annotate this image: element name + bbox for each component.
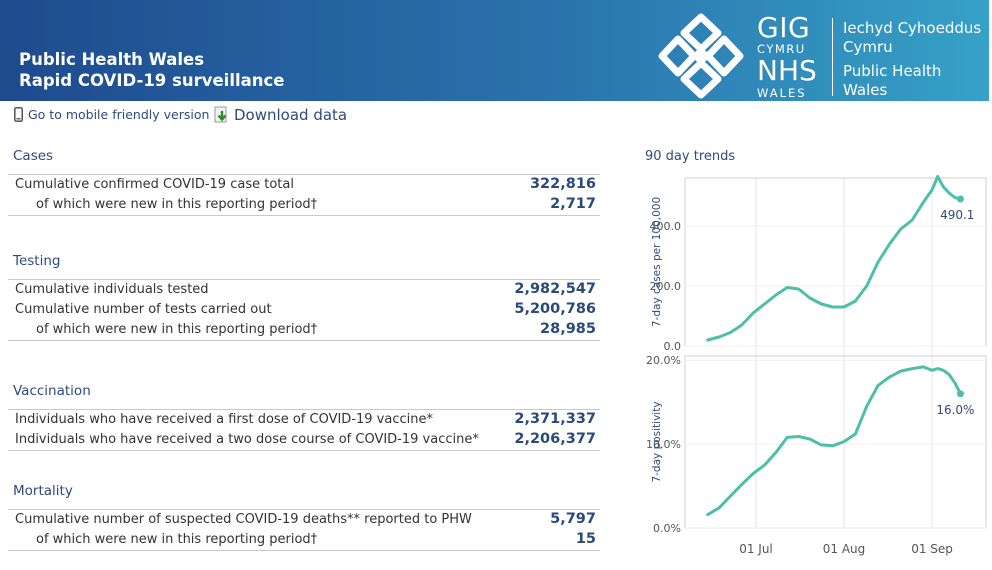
org-name-line-4: Wales [843, 81, 888, 99]
table-row: of which were new in this reporting peri… [8, 530, 600, 550]
page-title: Public Health Wales Rapid COVID-19 surve… [19, 49, 285, 91]
plot-frame [684, 177, 987, 347]
org-name-line-1: Iechyd Cyhoeddus [843, 19, 982, 37]
row-value: 2,982,547 [514, 281, 596, 297]
table-row: of which were new in this reporting peri… [8, 195, 600, 215]
y-tick-label: 200.0 [650, 280, 682, 293]
plot-frame [684, 355, 987, 529]
download-icon [214, 106, 227, 123]
x-tick-label: 01 Jul [739, 542, 773, 556]
table-row: Cumulative number of tests carried out 5… [8, 300, 600, 320]
row-label: Individuals who have received a first do… [15, 412, 433, 427]
logo-divider [832, 18, 833, 96]
header-banner: Public Health Wales Rapid COVID-19 surve… [0, 0, 989, 101]
row-label: Cumulative individuals tested [15, 282, 209, 297]
org-name-line-3: Public Health [843, 62, 942, 80]
series-line [706, 365, 962, 517]
row-value: 2,206,377 [514, 431, 596, 447]
row-value: 2,371,337 [514, 411, 596, 427]
series-end-point [956, 195, 964, 203]
row-value: 15 [575, 531, 596, 547]
section-title-mortality: Mortality [13, 483, 73, 499]
data-label: 16.0% [936, 403, 974, 417]
row-value: 28,985 [540, 321, 596, 337]
row-value: 2,717 [550, 196, 596, 212]
row-value: 322,816 [529, 176, 596, 192]
mobile-version-label: Go to mobile friendly version [28, 107, 210, 122]
series-line [706, 175, 962, 342]
logo-cymru-text: CYMRU [757, 42, 806, 56]
row-label: of which were new in this reporting peri… [36, 322, 318, 337]
y-tick-label: 20.0% [646, 354, 681, 367]
cases-table: Cumulative confirmed COVID-19 case total… [8, 174, 600, 216]
y-tick-label: 10.0% [646, 438, 681, 451]
y-tick-label: 400.0 [650, 220, 682, 233]
trend-charts: 01 Jul 01 Aug 01 Sep 0.0 200.0 400.07-day cas… [646, 175, 987, 556]
section-title-cases: Cases [13, 148, 54, 164]
table-row: of which were new in this reporting peri… [8, 320, 600, 340]
trends-title: 90 day trends [645, 149, 736, 164]
row-label: Cumulative number of tests carried out [15, 302, 272, 317]
vaccination-table: Individuals who have received a first do… [8, 409, 600, 451]
testing-table: Cumulative individuals tested 2,982,547 … [8, 279, 600, 341]
series-end-point [956, 390, 964, 398]
section-title-testing: Testing [13, 253, 61, 269]
title-line-2: Rapid COVID-19 surveillance [19, 71, 285, 90]
y-tick-label: 0.0 [664, 340, 682, 353]
row-label: Individuals who have received a two dose… [15, 432, 479, 447]
y-axis-title: 7-day positivity [651, 401, 663, 482]
x-tick-label: 01 Aug [823, 542, 866, 556]
title-line-1: Public Health Wales [19, 50, 205, 69]
row-value: 5,797 [550, 511, 596, 527]
logo-nhs-text: NHS [757, 54, 817, 87]
table-row: Cumulative number of suspected COVID-19 … [8, 510, 600, 530]
table-row: Cumulative confirmed COVID-19 case total… [8, 175, 600, 195]
welsh-knot-logo-icon [658, 13, 744, 99]
row-label: of which were new in this reporting peri… [36, 532, 318, 547]
y-tick-label: 0.0% [653, 522, 681, 535]
logo-gig-text: GIG [757, 11, 811, 44]
data-label: 490.1 [940, 208, 974, 222]
mobile-version-link[interactable]: Go to mobile friendly version [14, 107, 209, 122]
table-row: Cumulative individuals tested 2,982,547 [8, 280, 600, 300]
mortality-table: Cumulative number of suspected COVID-19 … [8, 509, 600, 551]
org-name-line-2: Cymru [843, 38, 893, 56]
row-value: 5,200,786 [514, 301, 596, 317]
y-axis-title: 7-day cases per 100,000 [651, 197, 663, 327]
row-label: Cumulative confirmed COVID-19 case total [15, 177, 294, 192]
table-row: Individuals who have received a two dose… [8, 430, 600, 450]
phone-icon [14, 107, 23, 122]
table-row: Individuals who have received a first do… [8, 410, 600, 430]
row-label: Cumulative number of suspected COVID-19 … [15, 512, 472, 527]
download-data-link[interactable]: Download data [214, 106, 347, 124]
download-data-label: Download data [234, 106, 348, 124]
x-tick-label: 01 Sep [911, 542, 953, 556]
row-label: of which were new in this reporting peri… [36, 197, 318, 212]
section-title-vaccination: Vaccination [13, 383, 91, 399]
logo-wales-text: WALES [757, 86, 807, 100]
